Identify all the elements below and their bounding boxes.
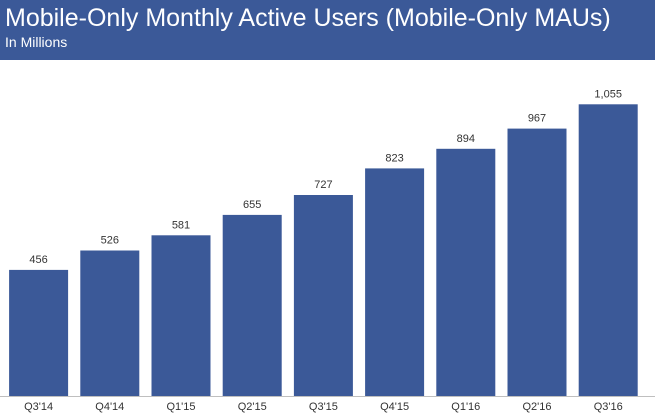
bar-4 (293, 195, 353, 396)
bar-value-label: 655 (243, 199, 261, 211)
bar-value-label: 526 (101, 235, 119, 247)
x-tick-label: Q4'15 (380, 401, 409, 413)
bar-8 (578, 104, 638, 397)
bar-1 (80, 250, 140, 396)
chart-header: Mobile-Only Monthly Active Users (Mobile… (0, 0, 655, 60)
chart-subtitle: In Millions (5, 34, 68, 50)
bar-chart: 456 Q3'14 526 Q4'14 581 Q1'15 655 Q2'15 727 Q3'15… (0, 88, 655, 413)
chart-title: Mobile-Only Monthly Active Users (Mobile… (5, 4, 611, 32)
bar-value-label: 1,055 (594, 88, 622, 100)
x-tick-label: Q4'14 (95, 401, 124, 413)
x-tick-label: Q1'15 (166, 401, 195, 413)
bar-6 (436, 148, 496, 396)
bar-value-label: 894 (457, 133, 475, 145)
bar-2 (151, 235, 211, 396)
x-tick-label: Q1'16 (451, 401, 480, 413)
bar-value-label: 581 (172, 219, 190, 231)
x-tick-label: Q3'16 (594, 401, 623, 413)
bar-value-label: 727 (314, 179, 332, 191)
x-tick-label: Q3'14 (24, 401, 53, 413)
bar-5 (365, 168, 425, 396)
bar-value-label: 456 (29, 254, 47, 266)
x-tick-label: Q2'15 (238, 401, 267, 413)
bar-3 (222, 214, 282, 396)
x-tick-label: Q3'15 (309, 401, 338, 413)
bar-value-label: 823 (385, 152, 403, 164)
bar-7 (507, 128, 567, 396)
bar-value-label: 967 (528, 113, 546, 125)
x-tick-label: Q2'16 (522, 401, 551, 413)
bar-0 (9, 269, 69, 396)
